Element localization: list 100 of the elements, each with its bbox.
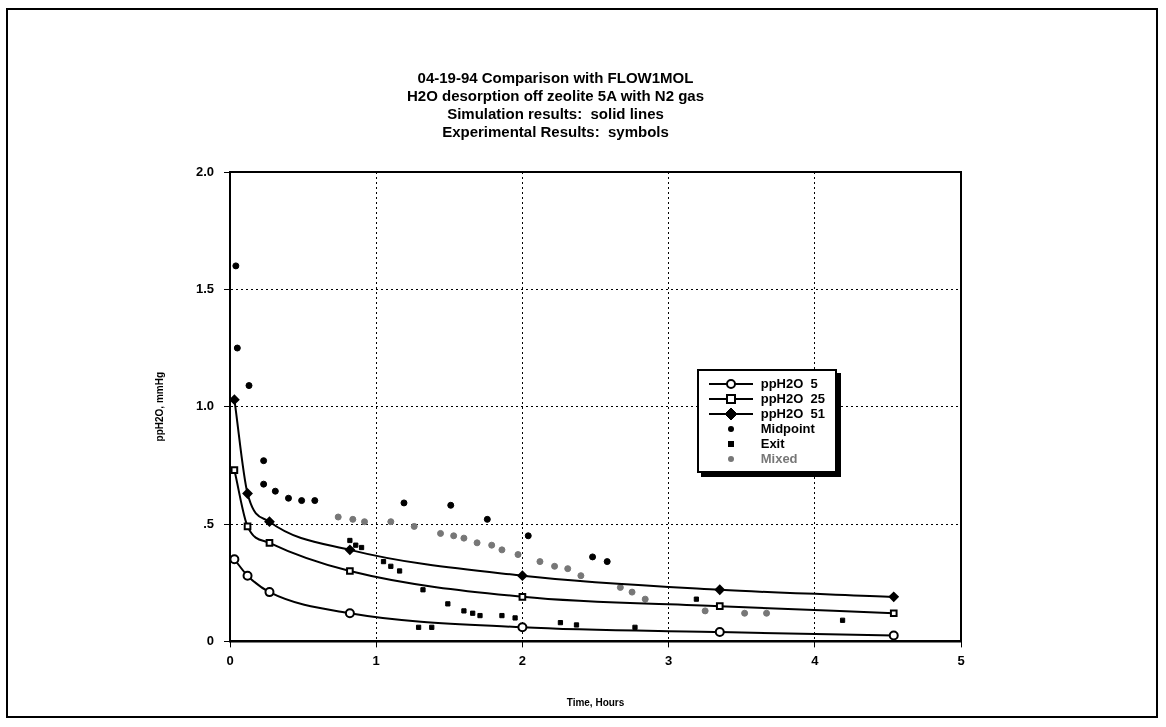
point	[396, 568, 403, 574]
point	[477, 612, 483, 619]
point	[347, 537, 353, 544]
point	[230, 466, 239, 474]
legend-label: Midpoint	[760, 421, 815, 437]
point	[380, 558, 387, 565]
point	[518, 592, 527, 601]
point	[230, 554, 240, 565]
point	[514, 551, 522, 559]
point	[715, 602, 724, 611]
x-axis-title: Time, Hours	[566, 696, 625, 708]
legend-label: ppH2O 51	[760, 406, 826, 422]
point	[460, 534, 468, 542]
text: 04-19-94 Comparison with FLOW1MOL	[417, 69, 694, 87]
point	[284, 494, 292, 502]
point	[461, 608, 467, 614]
point	[264, 516, 275, 527]
point	[616, 583, 624, 591]
point	[564, 565, 572, 573]
text: Experimental Results: symbols	[442, 123, 669, 141]
point	[888, 630, 899, 641]
point	[693, 596, 699, 602]
point	[242, 488, 253, 499]
point	[632, 624, 638, 630]
x-tick-label: 2	[518, 652, 527, 668]
point	[265, 539, 274, 547]
point	[361, 518, 368, 526]
x-tick-label: 0	[226, 652, 234, 668]
point	[260, 457, 268, 465]
point	[429, 624, 435, 630]
point	[353, 542, 359, 548]
point	[346, 567, 354, 575]
point	[741, 609, 749, 617]
point	[499, 612, 505, 619]
point	[450, 532, 458, 540]
point	[349, 515, 357, 523]
point	[344, 608, 355, 619]
point	[415, 624, 422, 630]
point	[839, 617, 846, 623]
point	[536, 558, 544, 566]
point	[344, 544, 355, 555]
point	[524, 532, 532, 540]
y-tick-label: .5	[203, 515, 214, 531]
point	[388, 563, 394, 569]
legend-label: ppH2O 5	[760, 376, 818, 392]
point	[589, 553, 597, 561]
point	[447, 501, 455, 509]
point	[271, 487, 279, 495]
x-tick-label: 3	[664, 652, 673, 668]
point	[445, 601, 451, 607]
point	[488, 541, 496, 549]
point	[473, 539, 481, 547]
y-tick-label: 1.5	[195, 280, 214, 296]
y-axis-title: ppH2O, mmHg	[153, 371, 165, 442]
point	[334, 513, 342, 521]
point	[420, 587, 426, 593]
point	[437, 529, 445, 537]
point	[763, 609, 771, 617]
point	[577, 572, 585, 580]
point	[232, 262, 240, 270]
text: H2O desorption off zeolite 5A with N2 gas	[407, 87, 704, 105]
point	[245, 382, 253, 390]
legend-label: Mixed	[760, 451, 798, 467]
point	[628, 588, 636, 596]
point	[517, 622, 528, 633]
point	[233, 344, 241, 352]
point	[701, 607, 709, 615]
point	[298, 497, 306, 505]
point	[517, 570, 528, 581]
y-tick-label: 0	[206, 632, 214, 648]
point	[889, 609, 898, 618]
x-tick-label: 5	[957, 652, 965, 668]
legend-label: ppH2O 25	[760, 391, 826, 407]
text: Simulation results: solid lines	[447, 105, 664, 123]
legend-label: Exit	[760, 436, 785, 452]
point	[242, 570, 253, 581]
point	[557, 620, 564, 626]
y-tick-label: 2.0	[195, 163, 214, 179]
point	[260, 480, 268, 488]
y-tick-label: 1.0	[195, 398, 214, 414]
point	[410, 522, 418, 530]
point	[387, 518, 395, 526]
x-tick-label: 1	[372, 652, 380, 668]
point	[400, 499, 408, 507]
point	[483, 515, 491, 523]
point	[573, 622, 580, 628]
point	[311, 497, 319, 505]
point	[498, 546, 506, 554]
point	[264, 587, 275, 598]
point	[551, 562, 559, 570]
point	[714, 584, 725, 595]
point	[714, 627, 725, 638]
point	[603, 558, 611, 566]
point	[358, 544, 365, 551]
point	[230, 394, 240, 405]
point	[641, 595, 649, 603]
point	[512, 615, 518, 621]
point	[888, 591, 899, 602]
x-tick-label: 4	[811, 652, 820, 668]
point	[470, 610, 476, 616]
